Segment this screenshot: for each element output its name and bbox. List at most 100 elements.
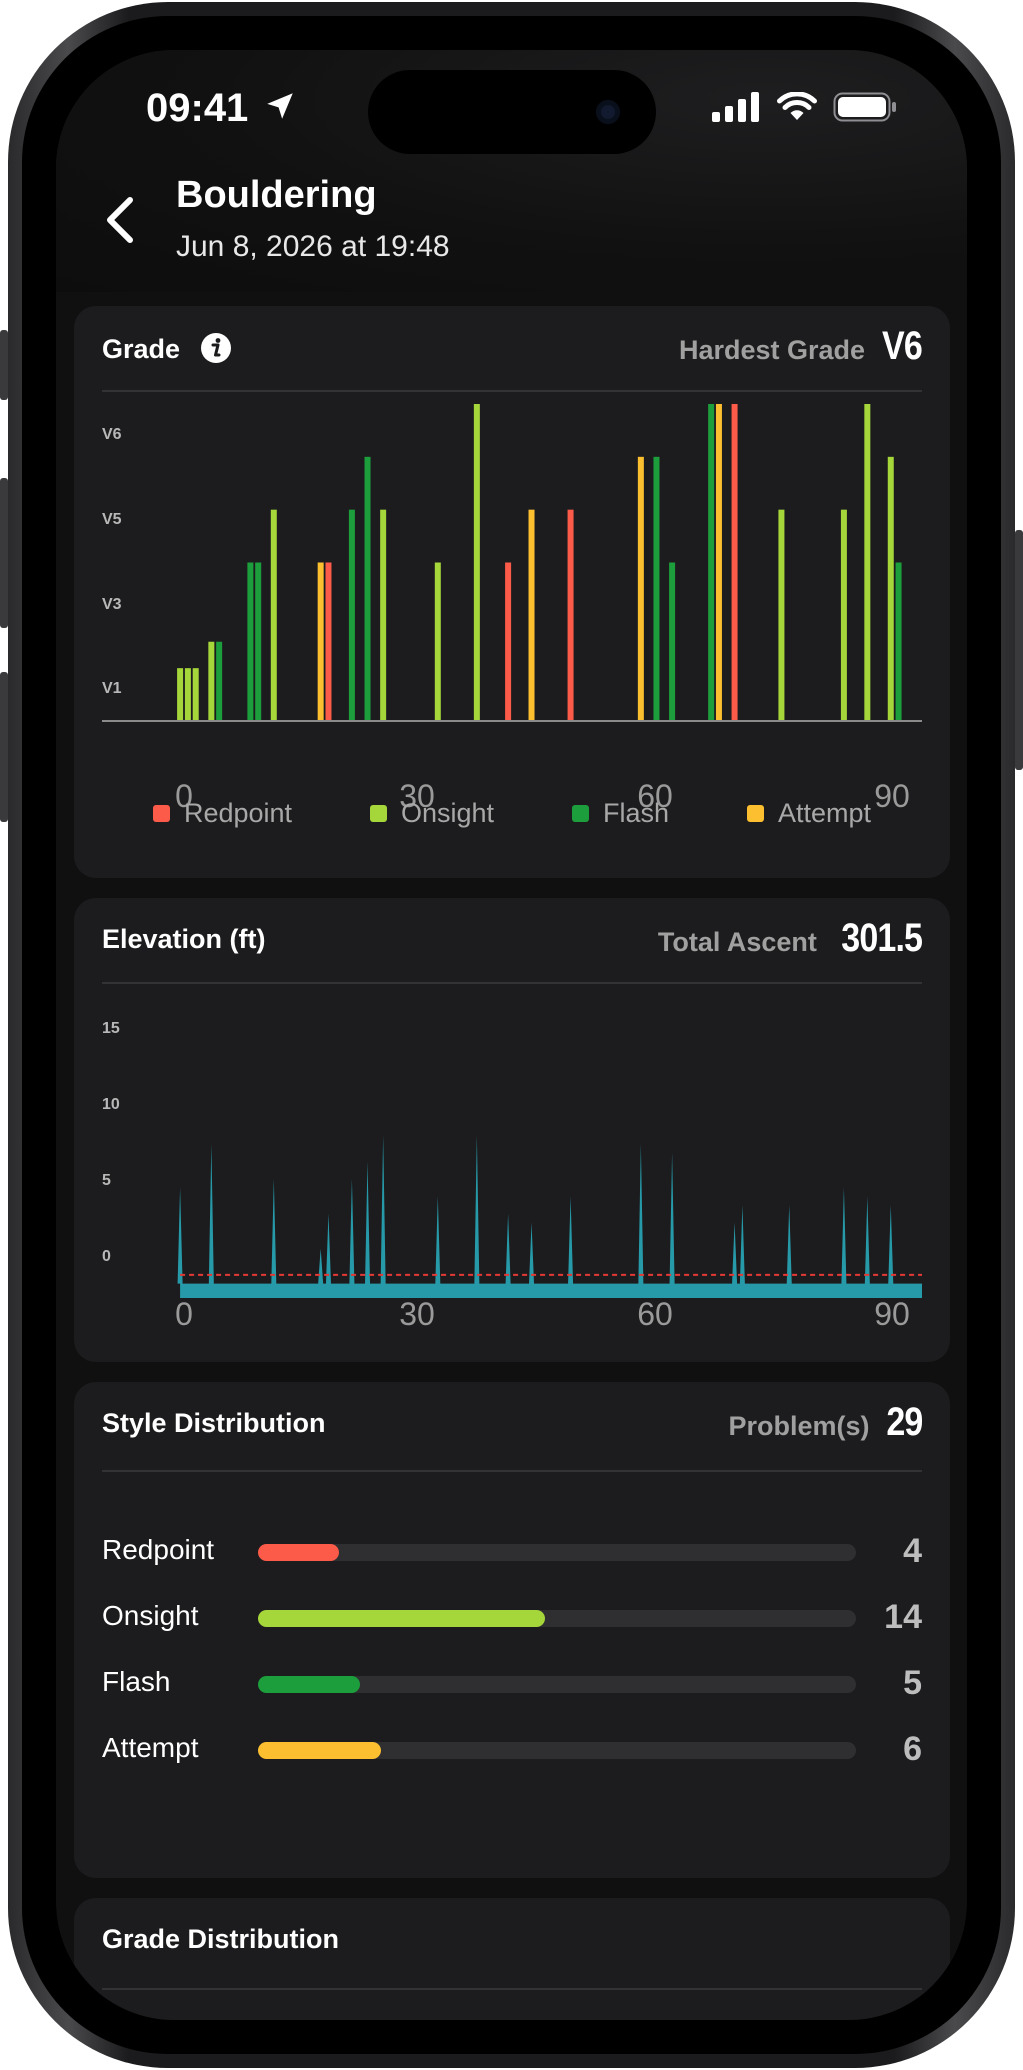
grade-bar-redpoint — [505, 562, 512, 721]
style-row-redpoint: Redpoint 4 — [102, 1532, 922, 1572]
legend-label: Redpoint — [183, 798, 293, 828]
total-ascent-value: 301.5 — [841, 916, 923, 960]
action-button — [0, 330, 8, 400]
grade-bar-flash — [216, 641, 223, 721]
grade-bar-flash — [653, 456, 660, 721]
grade-bar-onsight — [887, 456, 894, 721]
grade-x-tick: 60 — [637, 778, 673, 814]
grade-bar-flash — [348, 509, 355, 721]
power-button — [1015, 530, 1023, 770]
grade-bar-redpoint — [567, 509, 574, 721]
location-arrow-icon — [267, 93, 294, 119]
info-icon[interactable] — [200, 332, 232, 364]
elevation-area — [177, 1135, 922, 1298]
style-row-label: Flash — [102, 1666, 171, 1697]
style-row-track — [258, 1676, 856, 1693]
grade-bar-attempt — [715, 404, 722, 721]
legend-swatch — [746, 805, 764, 822]
grade-bar-onsight — [864, 404, 871, 721]
cellular-signal-icon — [712, 92, 760, 122]
grade-dist-divider — [102, 1988, 922, 1990]
legend-swatch — [572, 805, 589, 822]
hardest-grade-stat: Hardest Grade V6 — [678, 324, 923, 369]
elevation-x-tick: 30 — [399, 1296, 435, 1332]
elevation-x-tick: 90 — [874, 1296, 910, 1332]
style-divider — [102, 1470, 922, 1472]
grade-bar-onsight — [177, 668, 184, 721]
battery-icon — [833, 92, 896, 122]
chevron-left-icon — [107, 197, 133, 243]
elevation-y-label: 0 — [102, 1248, 111, 1265]
hardest-grade-value: V6 — [882, 324, 923, 368]
grade-bar-redpoint — [731, 404, 738, 721]
grade-bar-onsight — [270, 509, 277, 721]
grade-dist-title: Grade Distribution — [102, 1924, 340, 1954]
elevation-card-title: Elevation (ft) — [102, 924, 266, 954]
elevation-divider — [102, 982, 922, 984]
grade-chart — [102, 404, 922, 722]
page-title: Bouldering — [176, 174, 377, 216]
style-card-title: Style Distribution — [102, 1408, 326, 1438]
style-row-track — [258, 1610, 856, 1627]
grade-legend: Redpoint Onsight Flash Attempt — [74, 798, 950, 829]
legend-label: Onsight — [401, 798, 495, 828]
grade-x-tick: 0 — [175, 778, 193, 814]
legend-swatch — [152, 805, 170, 822]
legend-label: Flash — [603, 798, 670, 828]
grade-x-tick: 90 — [874, 778, 910, 814]
style-row-label: Onsight — [102, 1600, 199, 1631]
grade-bar-flash — [669, 562, 676, 721]
style-row-count: 6 — [903, 1730, 922, 1768]
legend-item-onsight: Onsight — [370, 798, 494, 829]
hardest-grade-label: Hardest Grade — [678, 335, 866, 365]
total-ascent-stat: Total Ascent 301.5 — [658, 916, 923, 961]
grade-bar-flash — [708, 404, 715, 721]
grade-divider — [102, 390, 922, 392]
elevation-x-tick: 60 — [637, 1296, 673, 1332]
grade-bar-onsight — [778, 509, 785, 721]
grade-bar-attempt — [637, 456, 644, 721]
elevation-x-tick: 0 — [175, 1296, 193, 1332]
style-row-count: 4 — [903, 1532, 922, 1570]
grade-bar-flash — [364, 456, 371, 721]
grade-bar-onsight — [434, 562, 441, 721]
legend-swatch — [370, 805, 387, 822]
style-row-attempt: Attempt 6 — [102, 1730, 922, 1770]
style-row-count: 14 — [884, 1598, 922, 1636]
elevation-y-label: 15 — [102, 1020, 120, 1037]
elevation-card: Elevation (ft) Total Ascent 301.5 15 10 … — [74, 898, 950, 1362]
grade-bar-onsight — [208, 641, 215, 721]
elevation-chart — [177, 1135, 922, 1298]
style-row-fill — [258, 1610, 546, 1627]
status-time: 09:41 — [146, 86, 297, 131]
grade-distribution-card: Grade Distribution V1 — [74, 1898, 950, 2020]
legend-item-redpoint: Redpoint — [152, 798, 293, 829]
grade-y-label: V1 — [102, 680, 122, 697]
dynamic-island — [368, 70, 656, 154]
problems-value: 29 — [885, 1400, 923, 1444]
volume-up-button — [0, 478, 8, 628]
page-subtitle: Jun 8, 2026 at 19:48 — [176, 230, 450, 263]
grade-bar-onsight — [192, 668, 199, 721]
legend-item-attempt: Attempt — [746, 798, 871, 829]
grade-bar-flash — [895, 562, 902, 721]
camera-icon — [596, 100, 620, 124]
grade-bar-attempt — [528, 509, 535, 721]
grade-bar-onsight — [840, 509, 847, 721]
problems-label: Problem(s) — [728, 1411, 870, 1441]
grade-bar-onsight — [380, 509, 387, 721]
grade-bar-redpoint — [325, 562, 332, 721]
grade-y-label: V3 — [102, 596, 122, 613]
clock-text: 09:41 — [146, 86, 249, 130]
style-row-onsight: Onsight 14 — [102, 1598, 922, 1638]
elevation-y-label: 10 — [102, 1096, 120, 1113]
style-row-track — [258, 1742, 856, 1759]
grade-y-label: V6 — [102, 426, 122, 443]
style-row-fill — [258, 1676, 360, 1693]
back-button[interactable] — [96, 190, 146, 250]
grade-x-tick: 30 — [399, 778, 435, 814]
grade-card: Grade Hardest Grade V6 V6 V5 V3 V1 0 30 … — [74, 306, 950, 878]
style-row-fill — [258, 1544, 339, 1561]
style-row-label: Attempt — [102, 1732, 199, 1763]
style-distribution-card: Style Distribution Problem(s) 29 Redpoin… — [74, 1382, 950, 1878]
